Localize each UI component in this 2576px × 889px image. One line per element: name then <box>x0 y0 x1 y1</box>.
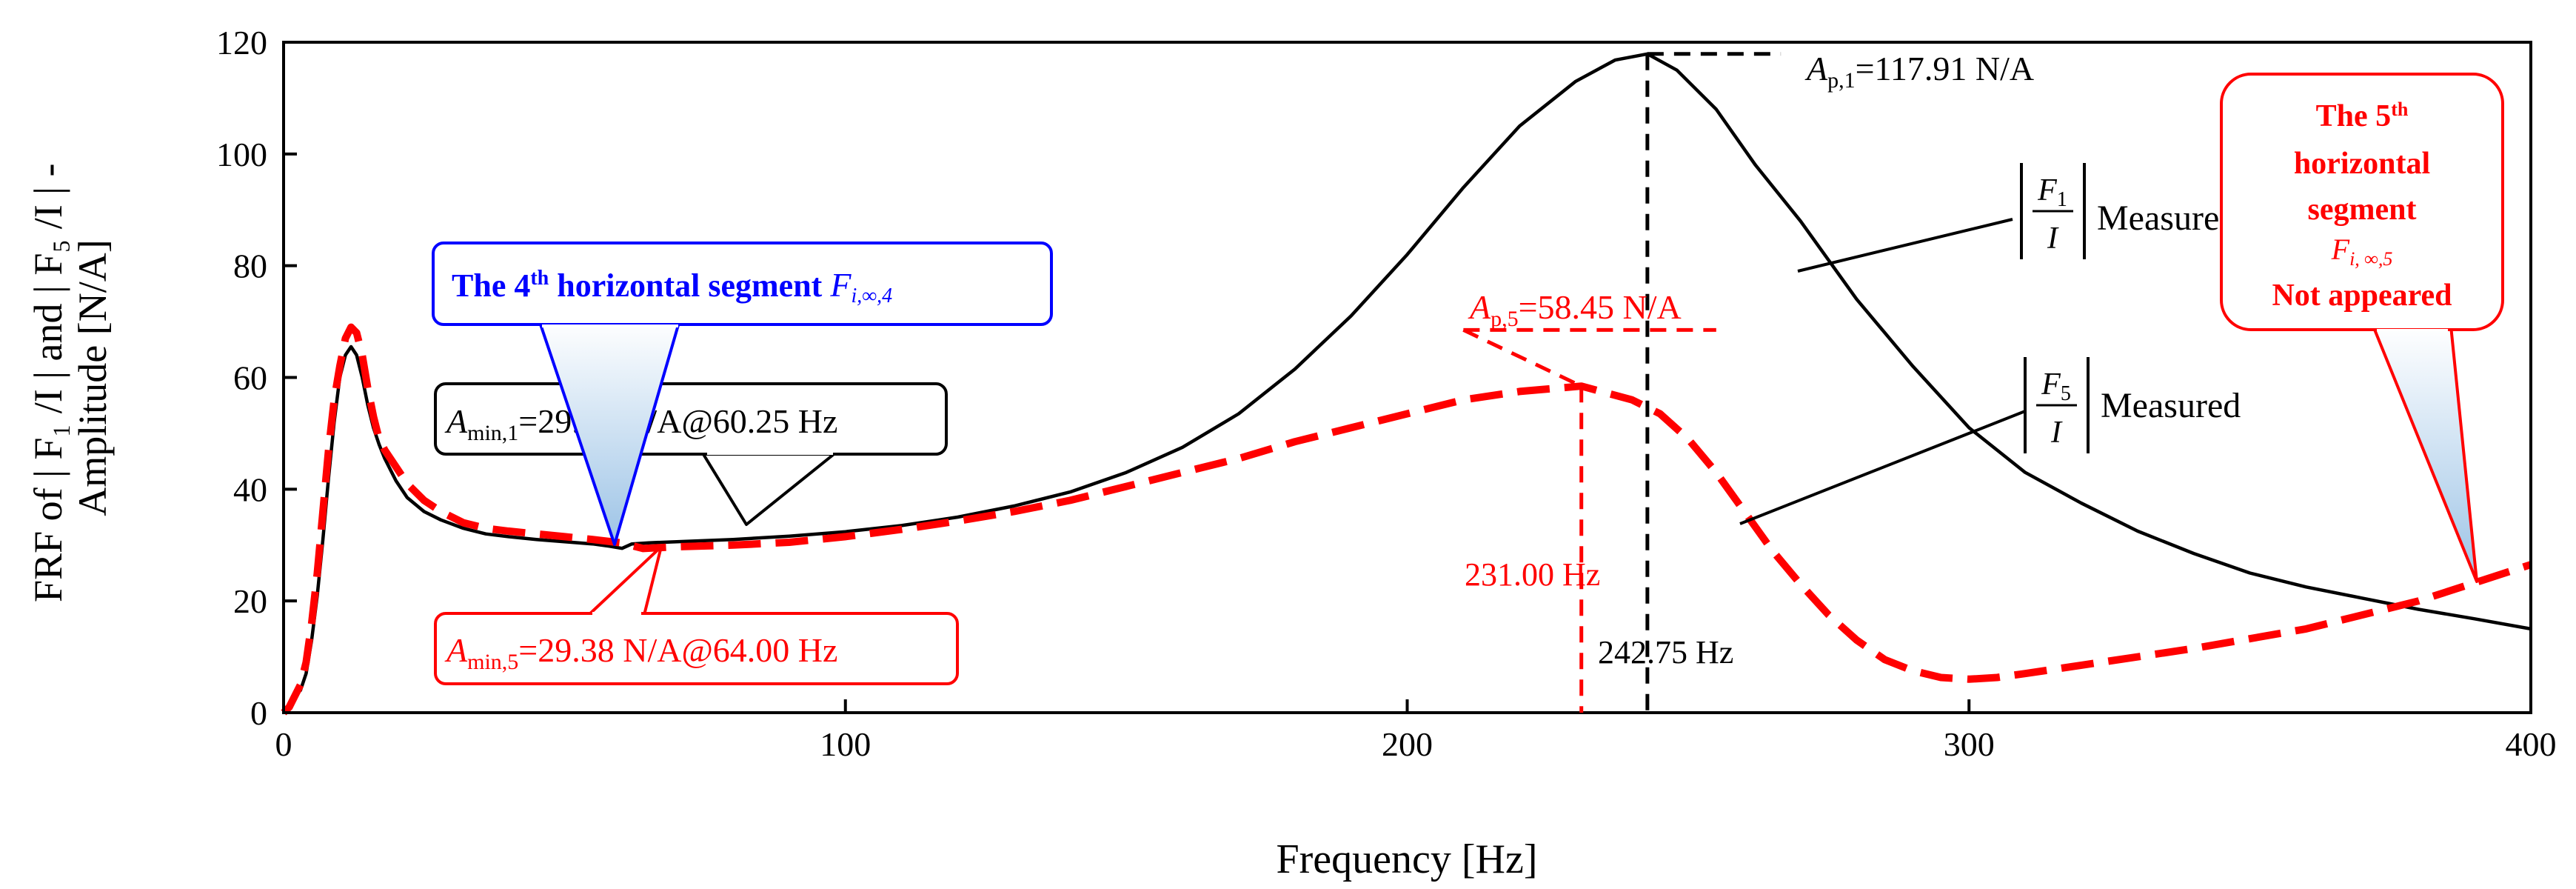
x-tick-label: 0 <box>275 725 292 763</box>
svg-text:I: I <box>2047 222 2059 256</box>
svg-text:The 4th horizontal segment Fi,: The 4th horizontal segment Fi,∞,4 <box>452 266 892 307</box>
svg-text:I: I <box>2050 416 2063 450</box>
x-tick-label: 400 <box>2506 725 2557 763</box>
series-f1-line <box>282 52 2532 714</box>
svg-text:Measured: Measured <box>2101 386 2241 425</box>
svg-text:F1: F1 <box>2037 173 2067 211</box>
ap5-label: Ap,5=58.45 N/A <box>1468 288 1682 331</box>
y-tick-label: 60 <box>233 359 267 397</box>
leader-ap5 <box>1462 328 1582 388</box>
tick-labels: 0 100 200 300 400 0 20 40 60 80 100 120 <box>216 24 2557 763</box>
svg-text:Amin,5=29.38 N/A@64.00 Hz: Amin,5=29.38 N/A@64.00 Hz <box>444 631 837 674</box>
y-tick-label: 100 <box>216 136 267 173</box>
leader-f5-label <box>1739 410 2026 525</box>
peak-f1-markers <box>1645 52 1782 713</box>
ap1-label: Ap,1=117.91 N/A <box>1804 50 2034 93</box>
callout-4th-segment: The 4th horizontal segment Fi,∞,4 <box>432 242 1053 546</box>
svg-text:horizontal: horizontal <box>2294 147 2430 181</box>
plot-frame <box>282 41 2532 714</box>
legend-f5-measured: F5 I Measured <box>2024 357 2241 453</box>
x-tick-label: 200 <box>1382 725 1433 763</box>
y-tick-label: 0 <box>250 694 267 732</box>
freq-242-label: 242.75 Hz <box>1598 634 1733 670</box>
callout-5th-segment: The 5th horizontal segment Fi, ∞,5 Not a… <box>2220 73 2504 583</box>
y-tick-label: 120 <box>216 24 267 61</box>
leader-f1-label <box>1797 218 2013 273</box>
x-tick-label: 300 <box>1944 725 1995 763</box>
y-tick-label: 80 <box>233 247 267 285</box>
amin5-callout: Amin,5=29.38 N/A@64.00 Hz <box>434 545 959 685</box>
amin1-callout: Amin,1=29.41 N/A@60.25 Hz <box>434 382 948 526</box>
y-tick-label: 40 <box>233 470 267 508</box>
legend-f1-measured: F1 I Measured <box>2020 163 2237 259</box>
svg-text:The 5th: The 5th <box>2316 99 2409 133</box>
y-axis-label: FRF of | F₁ /I | and | F₅ /I | - Amplitu… <box>26 153 115 602</box>
svg-text:F5: F5 <box>2041 367 2071 405</box>
freq-231-label: 231.00 Hz <box>1465 556 1600 593</box>
x-tick-label: 100 <box>820 725 871 763</box>
series-f5-line <box>281 323 2532 716</box>
svg-text:Measured: Measured <box>2097 199 2237 238</box>
x-axis-label: Frequency [Hz] <box>1277 836 1538 882</box>
svg-text:Not appeared: Not appeared <box>2272 279 2452 313</box>
svg-text:segment: segment <box>2308 193 2417 227</box>
y-tick-label: 20 <box>233 582 267 620</box>
peak-f5-markers <box>1462 327 1716 713</box>
